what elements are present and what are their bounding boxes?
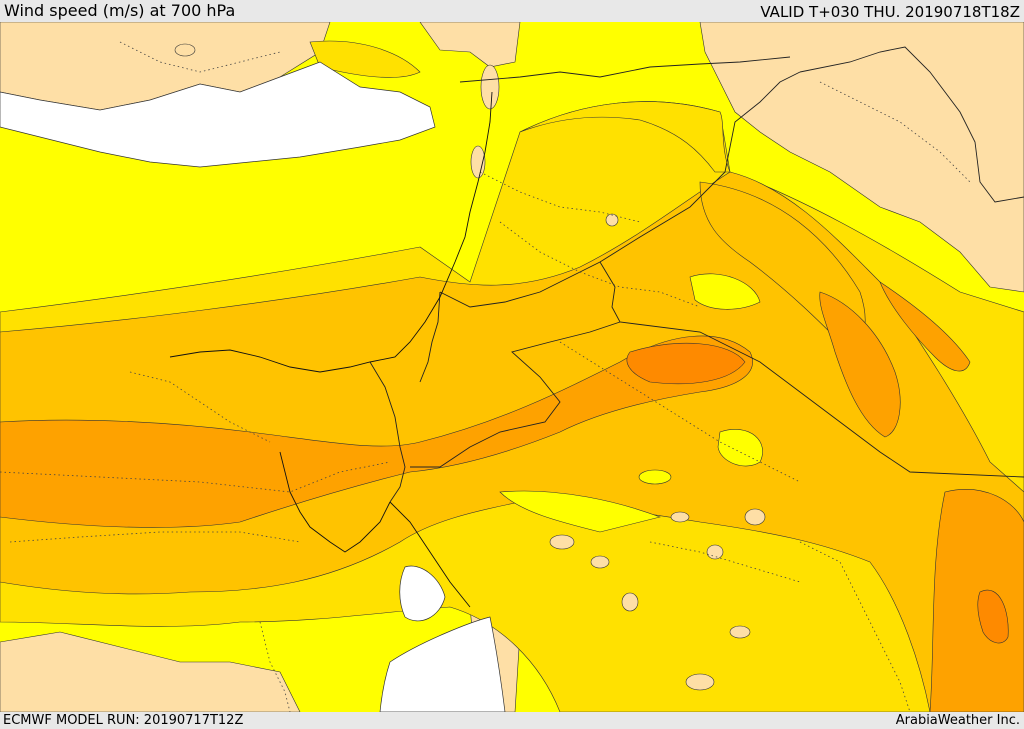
map-footer: ECMWF MODEL RUN: 20190717T12Z ArabiaWeat… <box>0 712 1024 729</box>
mediterranean-white-area <box>0 61 436 168</box>
dead-sea-area <box>399 565 446 622</box>
map-canvas <box>0 22 1024 712</box>
higher-wind-regions <box>0 281 1024 712</box>
valid-time-label: VALID T+030 THU. 20190718T18Z <box>760 3 1020 21</box>
yellow-patches <box>499 273 763 533</box>
highest-wind-regions <box>626 343 1009 644</box>
model-run-label: ECMWF MODEL RUN: 20190717T12Z <box>3 713 244 728</box>
map-title: Wind speed (m/s) at 700 hPa <box>4 1 236 20</box>
water-bodies <box>0 61 506 712</box>
map-header: Wind speed (m/s) at 700 hPa VALID T+030 … <box>0 0 1024 22</box>
small-wind-blobs <box>174 43 766 691</box>
gulf-area <box>379 616 506 712</box>
coastlines <box>169 91 493 608</box>
province-boundaries <box>0 41 971 712</box>
credit-label: ArabiaWeather Inc. <box>895 713 1020 728</box>
wind-speed-map[interactable] <box>0 22 1024 712</box>
country-borders <box>369 46 1024 503</box>
